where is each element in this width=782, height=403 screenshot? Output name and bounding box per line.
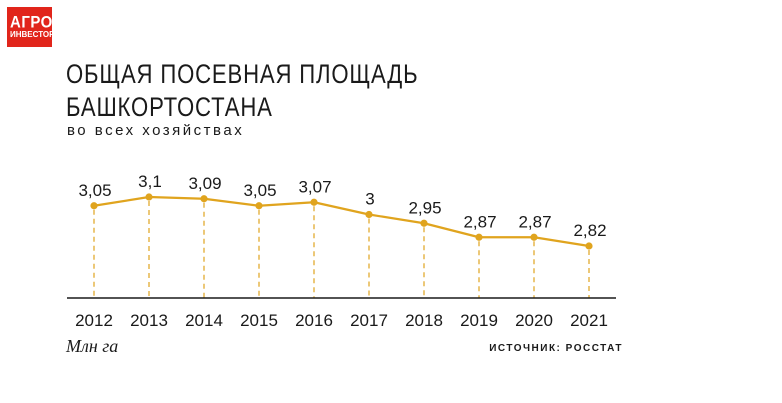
- chart-title-line-2: БАШКОРТОСТАНА: [66, 92, 273, 122]
- data-label-2020: 2,87: [518, 212, 551, 231]
- data-label-2014: 3,09: [188, 174, 221, 193]
- data-point-2014: [200, 195, 208, 203]
- data-label-2012: 3,05: [78, 181, 111, 200]
- data-point-2016: [310, 198, 318, 206]
- x-tick-label-2013: 2013: [130, 311, 168, 330]
- data-label-2021: 2,82: [573, 221, 606, 240]
- data-point-2012: [90, 202, 98, 210]
- x-tick-label-2020: 2020: [515, 311, 553, 330]
- brand-logo: АГРО ИНВЕСТОР: [7, 7, 55, 47]
- chart-title-line-1: ОБЩАЯ ПОСЕВНАЯ ПЛОЩАДЬ: [66, 59, 419, 89]
- data-label-2016: 3,07: [298, 177, 331, 196]
- data-point-2018: [420, 219, 428, 227]
- chart-subtitle: во всех хозяйствах: [67, 122, 245, 139]
- data-label-2017: 3: [365, 190, 374, 209]
- data-point-2021: [585, 242, 593, 250]
- data-label-2013: 3,1: [138, 172, 162, 191]
- x-tick-label-2019: 2019: [460, 311, 498, 330]
- x-tick-label-2018: 2018: [405, 311, 443, 330]
- series-line: [93, 195, 590, 248]
- data-point-2017: [365, 210, 373, 219]
- x-tick-label-2017: 2017: [350, 311, 388, 330]
- logo-line-2: ИНВЕСТОР: [10, 29, 55, 39]
- data-point-2020: [530, 233, 538, 241]
- data-point-2019: [475, 233, 483, 241]
- data-label-2015: 3,05: [243, 181, 276, 200]
- x-tick-label-2012: 2012: [75, 311, 113, 330]
- source-label: ИСТОЧНИК: РОССТАТ: [489, 343, 623, 354]
- data-label-2018: 2,95: [408, 198, 441, 217]
- x-tick-label-2016: 2016: [295, 311, 333, 330]
- unit-label: Млн га: [66, 336, 119, 356]
- chart-title: ОБЩАЯ ПОСЕВНАЯ ПЛОЩАДЬ БАШКОРТОСТАНА: [66, 58, 418, 124]
- x-tick-label-2021: 2021: [570, 311, 608, 330]
- x-tick-label-2014: 2014: [185, 311, 223, 330]
- data-label-2019: 2,87: [463, 212, 496, 231]
- data-point-2013: [145, 193, 153, 201]
- logo-line-1: АГРО: [10, 13, 53, 32]
- data-point-2015: [255, 202, 263, 210]
- x-tick-label-2015: 2015: [240, 311, 278, 330]
